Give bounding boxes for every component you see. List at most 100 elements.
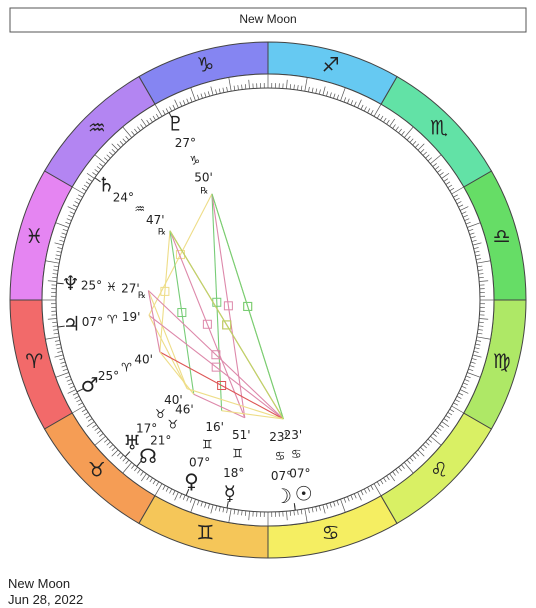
degree-tick bbox=[383, 117, 387, 123]
degree-tick bbox=[155, 113, 160, 119]
degree-tick bbox=[404, 462, 414, 474]
degree-tick bbox=[380, 115, 384, 121]
planet-tick bbox=[94, 177, 101, 183]
degree-tick bbox=[453, 194, 458, 198]
degree-tick bbox=[215, 89, 218, 95]
degree-tick bbox=[248, 511, 250, 521]
degree-tick bbox=[476, 340, 482, 342]
degree-tick bbox=[412, 454, 417, 459]
aspect-line bbox=[221, 410, 284, 420]
aspect-symbol bbox=[177, 308, 187, 318]
degree-tick bbox=[340, 87, 346, 101]
degree-tick bbox=[380, 479, 384, 485]
degree-tick bbox=[329, 502, 332, 508]
degree-tick bbox=[137, 469, 141, 474]
degree-tick bbox=[228, 508, 232, 523]
planet-minutes: 19' bbox=[122, 310, 141, 324]
degree-tick bbox=[425, 441, 430, 446]
planet-degree: 25° bbox=[81, 278, 102, 292]
planet-glyph: ☽ bbox=[274, 484, 292, 508]
degree-tick bbox=[140, 473, 147, 482]
degree-tick bbox=[103, 157, 109, 162]
degree-tick bbox=[83, 412, 89, 416]
degree-tick bbox=[456, 395, 462, 399]
planet-sign: ♋ bbox=[291, 447, 302, 461]
degree-tick bbox=[293, 84, 295, 90]
degree-tick bbox=[464, 379, 470, 382]
degree-tick bbox=[286, 79, 288, 89]
planet-sign: ♋ bbox=[275, 449, 286, 463]
degree-tick bbox=[308, 508, 310, 514]
degree-tick bbox=[86, 172, 95, 179]
degree-tick bbox=[432, 163, 437, 167]
degree-tick bbox=[54, 242, 64, 246]
degree-tick bbox=[463, 214, 468, 218]
degree-tick bbox=[464, 218, 470, 221]
degree-tick bbox=[404, 126, 414, 138]
aspect-line bbox=[159, 351, 284, 420]
degree-tick bbox=[66, 379, 72, 382]
degree-tick bbox=[169, 106, 173, 112]
degree-tick bbox=[304, 77, 308, 92]
degree-tick bbox=[174, 99, 179, 109]
degree-tick bbox=[241, 84, 243, 90]
aspect-symbol bbox=[211, 350, 221, 360]
degree-tick bbox=[463, 382, 468, 386]
sign-glyph: ♎ bbox=[493, 224, 511, 248]
planet-tick bbox=[57, 325, 65, 328]
degree-tick bbox=[134, 466, 138, 472]
degree-tick bbox=[76, 197, 81, 201]
degree-tick bbox=[473, 350, 479, 353]
degree-tick bbox=[477, 265, 483, 268]
degree-tick bbox=[453, 402, 458, 406]
degree-tick bbox=[52, 325, 58, 327]
degree-tick bbox=[465, 375, 471, 379]
degree-tick bbox=[401, 131, 405, 136]
degree-tick bbox=[477, 329, 483, 331]
planet-minutes: 50' bbox=[194, 170, 213, 184]
degree-tick bbox=[329, 92, 332, 98]
planet-minutes: 27' bbox=[121, 282, 140, 296]
degree-tick bbox=[376, 113, 381, 119]
planet-sign: ♉ bbox=[155, 407, 166, 421]
degree-tick bbox=[47, 318, 57, 320]
degree-tick bbox=[59, 358, 65, 361]
degree-tick bbox=[78, 194, 83, 198]
degree-tick bbox=[182, 100, 186, 105]
aspect-line bbox=[187, 388, 284, 420]
aspect-line bbox=[148, 314, 284, 420]
degree-tick bbox=[479, 318, 489, 320]
degree-tick bbox=[322, 504, 326, 514]
degree-tick bbox=[65, 221, 71, 225]
degree-tick bbox=[474, 250, 480, 253]
planet-glyph: ☊ bbox=[139, 444, 157, 468]
header-title: New Moon bbox=[239, 12, 296, 26]
degree-tick bbox=[478, 273, 484, 275]
degree-tick bbox=[57, 350, 63, 353]
degree-tick bbox=[430, 154, 442, 164]
degree-tick bbox=[140, 124, 144, 129]
degree-tick bbox=[451, 186, 464, 195]
footer-date: Jun 28, 2022 bbox=[8, 592, 84, 607]
sign-glyph: ♋ bbox=[322, 520, 340, 544]
degree-tick bbox=[81, 187, 87, 192]
degree-tick bbox=[162, 485, 166, 490]
degree-tick bbox=[94, 436, 106, 446]
degree-tick bbox=[55, 254, 61, 257]
degree-tick bbox=[68, 214, 73, 218]
planet-glyph: ♆ bbox=[62, 271, 80, 295]
degree-tick bbox=[190, 499, 196, 513]
degree-tick bbox=[353, 101, 357, 107]
aspect-line bbox=[147, 290, 188, 389]
degree-tick bbox=[140, 118, 147, 127]
aspect-line bbox=[169, 230, 195, 395]
degree-tick bbox=[297, 85, 299, 91]
aspect-symbol bbox=[222, 320, 232, 330]
degree-tick bbox=[322, 86, 326, 96]
planet-retrograde: ℞ bbox=[200, 187, 208, 197]
planet-glyph: ♅ bbox=[123, 431, 141, 455]
degree-tick bbox=[333, 93, 336, 99]
degree-tick bbox=[76, 399, 81, 403]
degree-tick bbox=[461, 385, 467, 389]
degree-tick bbox=[54, 340, 60, 342]
